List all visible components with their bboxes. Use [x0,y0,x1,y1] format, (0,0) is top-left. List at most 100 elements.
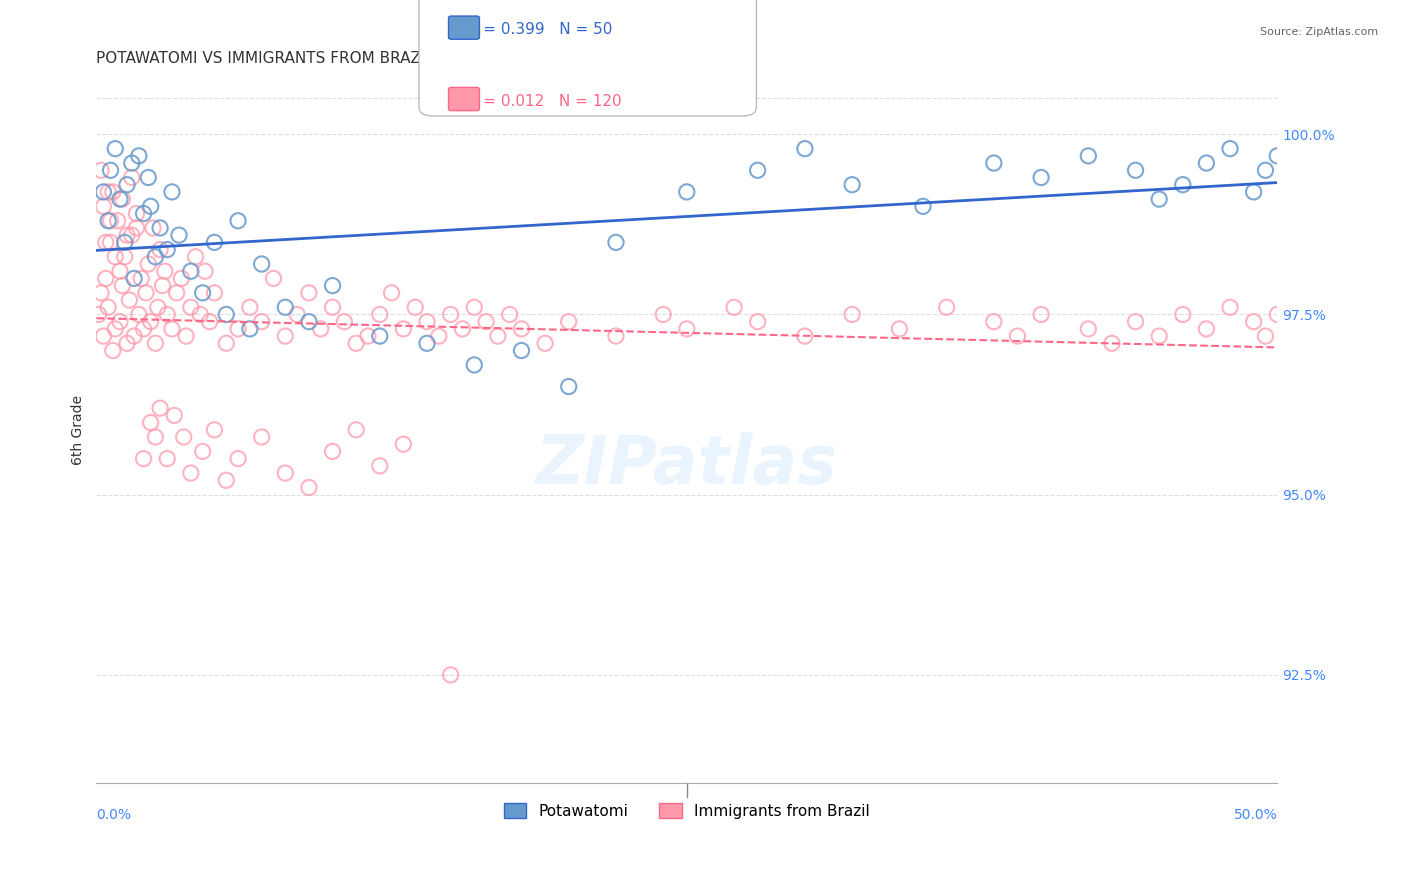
Point [160,185,183,199]
Point [100,163,122,178]
Point [132,322,155,336]
Point [167,228,190,243]
Legend: Potawatomi, Immigrants from Brazil: Potawatomi, Immigrants from Brazil [498,797,876,825]
Point [911,199,934,213]
Point [298,480,321,494]
Point [723,300,745,314]
Point [357,329,380,343]
Point [93,185,115,199]
Point [392,322,415,336]
Point [87,308,110,322]
Point [298,285,321,300]
Point [156,308,179,322]
Point [90,163,112,178]
Point [93,329,115,343]
Point [122,271,145,285]
Point [104,250,127,264]
Point [1219,142,1241,156]
Point [250,430,273,444]
Point [226,213,249,227]
Point [605,329,627,343]
Point [215,308,238,322]
Point [215,473,238,487]
Point [1125,163,1147,178]
Point [166,285,188,300]
Point [344,423,367,437]
Point [675,185,697,199]
Point [747,315,769,329]
Point [115,336,138,351]
Point [204,423,226,437]
Point [381,285,404,300]
Point [170,271,193,285]
Point [97,300,120,314]
Point [368,308,391,322]
Point [322,444,344,458]
Point [114,235,136,250]
Point [333,315,356,329]
Y-axis label: 6th Grade: 6th Grade [72,395,86,465]
Point [104,142,127,156]
Point [145,430,167,444]
Point [204,235,226,250]
Point [298,315,321,329]
Point [983,156,1005,170]
Point [125,221,148,235]
Point [1195,322,1218,336]
Point [793,142,815,156]
Point [416,315,439,329]
Point [101,185,124,199]
Point [160,322,183,336]
Point [97,185,120,199]
Point [145,250,167,264]
Point [94,235,117,250]
Point [90,285,112,300]
Point [416,336,439,351]
Point [1195,156,1218,170]
Point [451,322,474,336]
Point [322,278,344,293]
Point [139,315,162,329]
Point [101,343,124,358]
Text: R = 0.012   N = 120: R = 0.012 N = 120 [458,94,621,109]
Point [510,343,533,358]
Point [180,300,202,314]
Point [239,300,262,314]
Point [1265,308,1288,322]
Point [1029,170,1052,185]
Point [486,329,509,343]
Point [1265,149,1288,163]
Point [115,228,138,243]
Point [841,308,863,322]
Point [145,336,167,351]
Point [1007,329,1029,343]
Point [309,322,332,336]
Point [128,308,150,322]
Point [142,221,165,235]
Point [215,336,238,351]
Text: R = 0.399   N = 50: R = 0.399 N = 50 [458,22,613,37]
Point [440,668,463,682]
Point [557,379,579,393]
Point [108,315,131,329]
Point [163,409,186,423]
Point [841,178,863,192]
Point [1219,300,1241,314]
Point [129,271,152,285]
Text: POTAWATOMI VS IMMIGRANTS FROM BRAZIL 6TH GRADE CORRELATION CHART: POTAWATOMI VS IMMIGRANTS FROM BRAZIL 6TH… [97,51,699,66]
Point [274,466,297,480]
Text: Source: ZipAtlas.com: Source: ZipAtlas.com [1260,27,1378,37]
Point [498,308,520,322]
Point [1125,315,1147,329]
Point [149,401,172,416]
Point [1077,322,1099,336]
Point [226,451,249,466]
Point [94,271,117,285]
Point [463,358,485,372]
Point [475,315,498,329]
Point [180,466,202,480]
Point [108,192,131,206]
Point [226,322,249,336]
Point [274,300,297,314]
Text: 0.0%: 0.0% [97,808,131,822]
